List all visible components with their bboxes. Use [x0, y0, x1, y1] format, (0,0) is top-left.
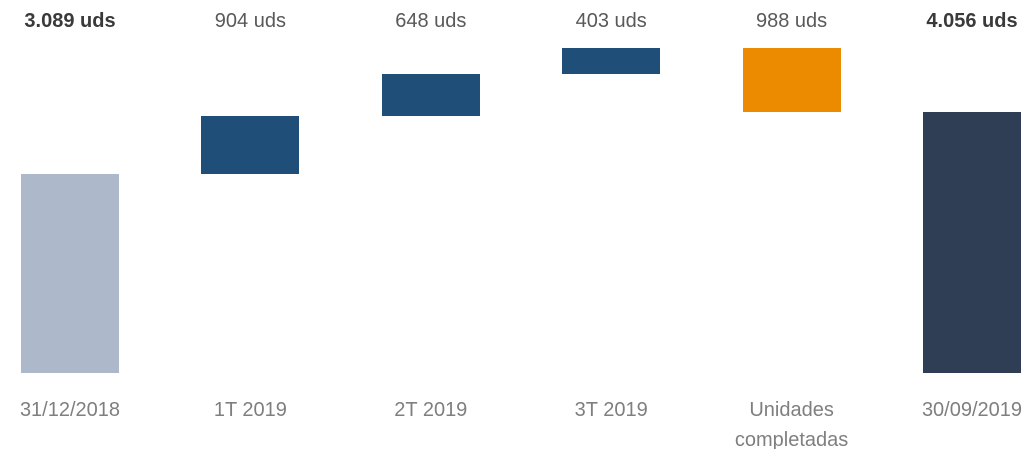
bar	[21, 173, 119, 373]
value-label: 403 uds	[575, 10, 647, 32]
value-label: 3.089 uds	[24, 10, 116, 32]
value-label: 648 uds	[395, 10, 467, 32]
category-label: 31/12/2018	[19, 399, 121, 421]
category-label: 1T 2019	[213, 399, 287, 421]
value-label: 988 uds	[756, 10, 828, 32]
category-label: 2T 2019	[394, 399, 468, 421]
bar	[923, 111, 1021, 373]
bar	[562, 48, 661, 74]
category-label: 30/09/2019	[921, 399, 1023, 421]
bar	[381, 73, 480, 116]
value-label: 904 uds	[214, 10, 286, 32]
value-label: 4.056 uds	[926, 10, 1018, 32]
category-label: Unidades completadas	[734, 399, 849, 449]
category-label: 3T 2019	[574, 399, 648, 421]
bar	[201, 115, 300, 174]
bar	[742, 48, 841, 112]
